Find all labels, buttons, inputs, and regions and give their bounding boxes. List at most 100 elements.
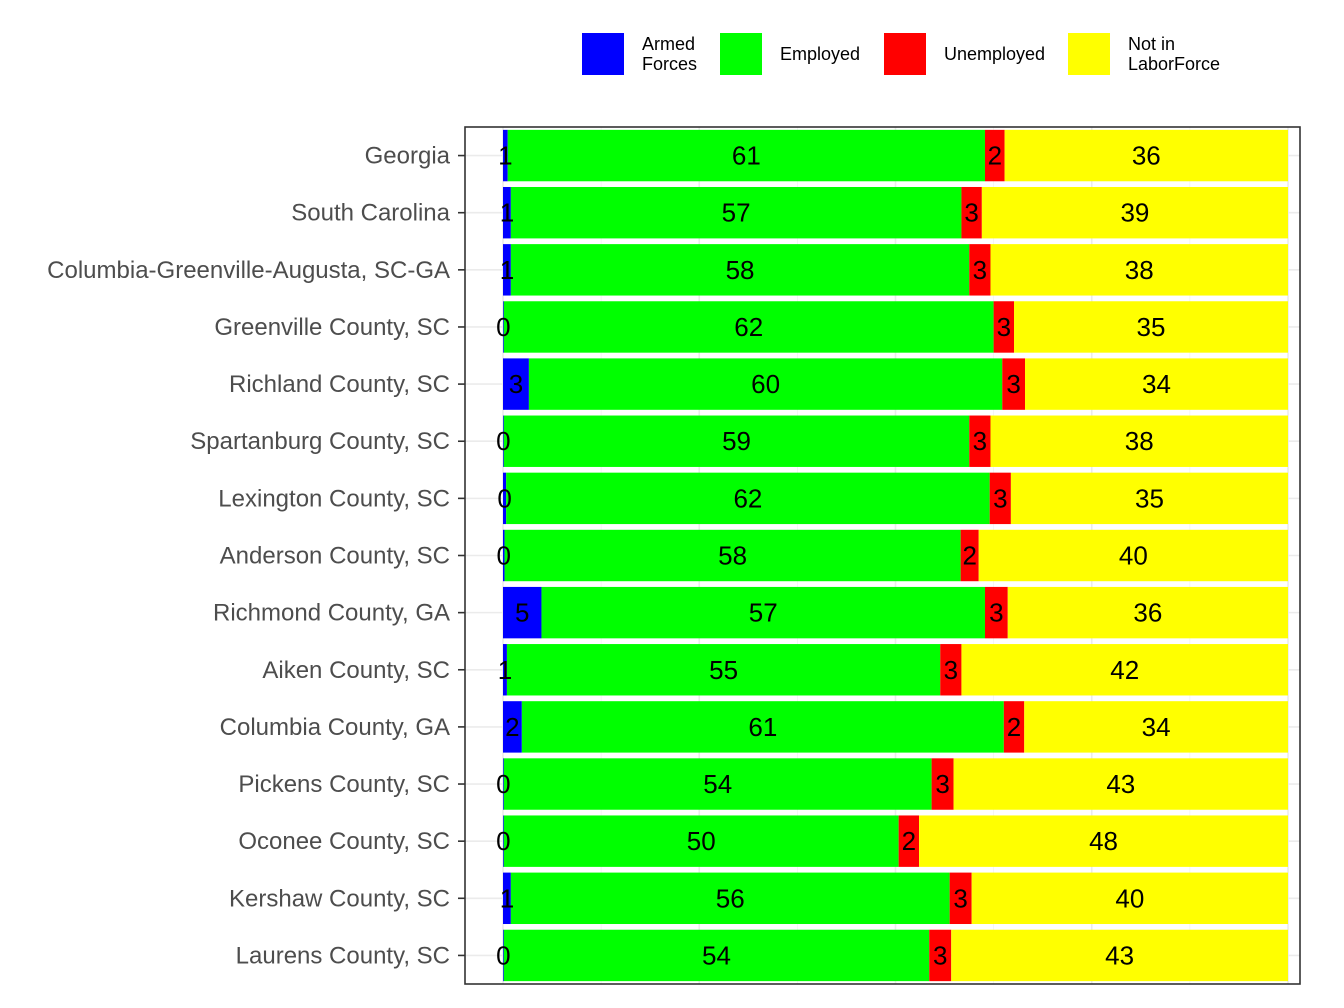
bar-segment (510, 186, 962, 239)
bar-segment (960, 529, 979, 582)
legend-key (582, 33, 624, 75)
bar-segment (503, 529, 505, 582)
bars (503, 129, 1288, 982)
bar-segment (1007, 586, 1288, 639)
category-label: Anderson County, SC (220, 543, 450, 570)
bar-segment (503, 586, 542, 639)
bar-value-label: 3 (933, 940, 947, 970)
bar-value-label: 1 (500, 255, 514, 285)
bar-value-label: 35 (1135, 483, 1164, 513)
bar-segment (989, 472, 1011, 525)
bar-value-label: 59 (722, 426, 751, 456)
bar-segment (981, 186, 1288, 239)
bar-segment (978, 529, 1288, 582)
bar-segment (528, 358, 1003, 410)
legend: Armed Forces Employed Unemployed Not in Labor… (582, 33, 1220, 75)
bar-value-label: 54 (702, 940, 731, 970)
bar-value-label: 35 (1137, 312, 1166, 342)
bar-segment (1010, 472, 1288, 525)
bar-value-label: 42 (1110, 655, 1139, 685)
bar-segment (503, 301, 504, 353)
bar-value-label: 0 (496, 769, 510, 799)
bar-value-label: 39 (1120, 198, 1149, 228)
bar-value-label: 2 (902, 826, 916, 856)
category-label: Oconee County, SC (238, 828, 450, 855)
bar-segment (990, 244, 1288, 296)
bar-segment (949, 872, 972, 925)
bar-segment (990, 415, 1288, 467)
category-label: South Carolina (291, 200, 450, 227)
bar-segment (929, 929, 952, 982)
bar-segment (510, 872, 950, 925)
bar-value-label: 3 (997, 312, 1011, 342)
bar-value-label: 3 (509, 369, 523, 399)
bar-value-label: 38 (1125, 426, 1154, 456)
legend-key (1068, 33, 1110, 75)
bar-segment (1003, 701, 1025, 753)
legend-label: Unemployed (944, 44, 1045, 64)
bar-value-label: 57 (749, 598, 778, 628)
bar-segment (961, 644, 1288, 696)
y-axis: Georgia South Carolina Columbia-Greenville… (47, 143, 465, 969)
bar-value-label: 2 (1007, 712, 1021, 742)
bar-segment (940, 644, 962, 696)
bar-segment (503, 929, 504, 982)
bar-segment (503, 415, 970, 467)
bar-value-label: 5 (515, 598, 529, 628)
legend-label: Not in LaborForce (1128, 34, 1220, 74)
category-label: Columbia-Greenville-Augusta, SC-GA (47, 257, 450, 284)
bar-value-label: 0 (496, 312, 510, 342)
bar-segment (953, 758, 1288, 810)
bar-value-label: 0 (496, 426, 510, 456)
bar-value-label: 3 (973, 426, 987, 456)
bar-segment (503, 701, 522, 753)
category-label: Pickens County, SC (238, 771, 450, 798)
bar-segment (969, 244, 991, 296)
bar-segment (1014, 301, 1288, 353)
bar-value-label: 3 (989, 598, 1003, 628)
bar-segment (521, 701, 1004, 753)
legend-key (884, 33, 926, 75)
bar-value-label: 3 (935, 769, 949, 799)
bar-segment (506, 644, 941, 696)
bar-value-label: 36 (1132, 141, 1161, 171)
bar-segment (898, 815, 920, 867)
bar-segment (503, 929, 930, 982)
bar-segment (503, 758, 932, 810)
bar-segment (541, 586, 985, 639)
legend-label: Employed (780, 44, 860, 64)
bar-value-label: 1 (498, 655, 512, 685)
bar-segment (951, 929, 1288, 982)
bar-value-label: 61 (732, 141, 761, 171)
bar-value-label: 3 (944, 655, 958, 685)
bar-value-label: 56 (716, 883, 745, 913)
bar-value-label: 0 (497, 541, 511, 571)
bar-value-label: 34 (1142, 369, 1171, 399)
category-label: Lexington County, SC (218, 485, 450, 512)
bar-value-label: 3 (964, 198, 978, 228)
legend-label: Armed Forces (642, 34, 697, 74)
bar-segment (1002, 358, 1026, 410)
bar-segment (503, 872, 511, 925)
bar-segment (971, 872, 1288, 925)
category-label: Spartanburg County, SC (190, 428, 450, 455)
bar-value-label: 34 (1142, 712, 1171, 742)
bar-segment (503, 129, 508, 182)
bar-segment (1004, 129, 1288, 182)
bar-value-label: 3 (993, 483, 1007, 513)
bar-segment (503, 244, 511, 296)
category-label: Greenville County, SC (214, 314, 450, 341)
bar-segment (503, 415, 504, 467)
bar-segment (503, 758, 504, 810)
category-label: Columbia County, GA (220, 714, 450, 741)
bar-value-label: 38 (1125, 255, 1154, 285)
bar-segment (984, 586, 1008, 639)
bar-value-label: 62 (733, 483, 762, 513)
bar-value-label: 61 (748, 712, 777, 742)
bar-value-label: 55 (709, 655, 738, 685)
bar-value-labels: 1 61 2 361 57 3 391 58 3 380 62 3 353 60 3 340 59 3 380 62 3… (496, 141, 1171, 971)
bar-value-label: 40 (1115, 883, 1144, 913)
bar-value-label: 57 (722, 198, 751, 228)
bar-value-label: 1 (498, 141, 512, 171)
